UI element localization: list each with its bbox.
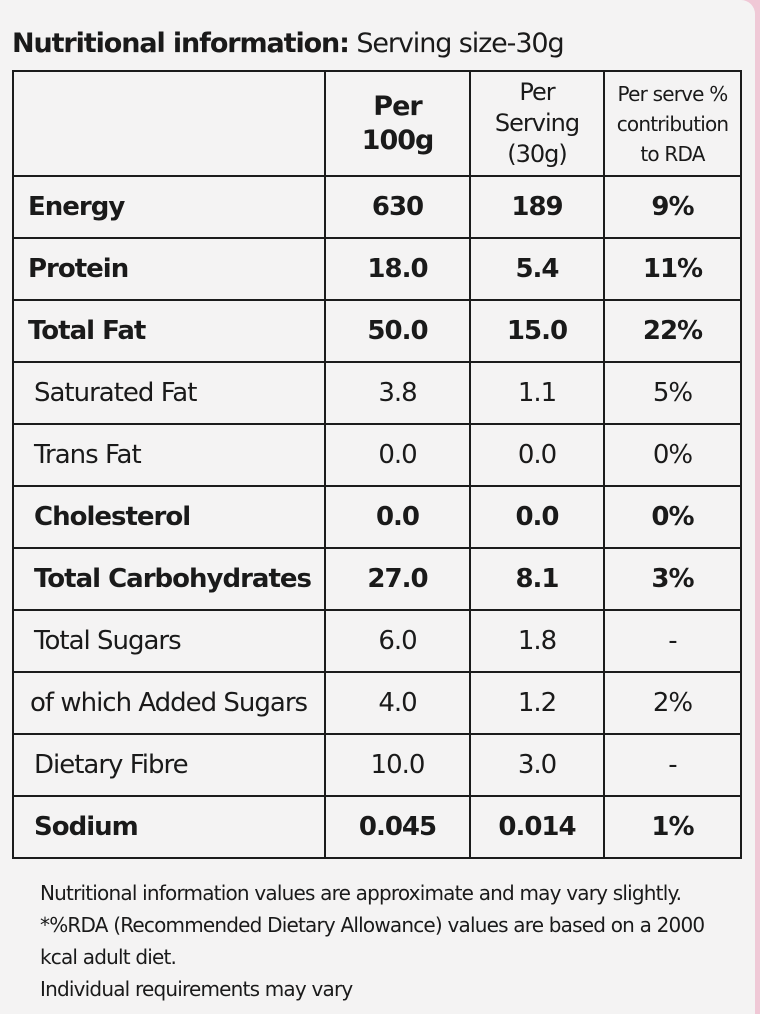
table-row: of which Added Sugars 4.0 1.2 2% xyxy=(12,671,742,735)
value-per-serving: 1.8 xyxy=(469,609,605,673)
label-notes: Nutritional information values are appro… xyxy=(12,877,740,1005)
table-row: Energy 630 189 9% xyxy=(12,175,742,239)
value-per-100g: 27.0 xyxy=(324,547,471,611)
table-row: Trans Fat 0.0 0.0 0% xyxy=(12,423,742,487)
value-per-100g: 630 xyxy=(324,175,471,239)
table-row: Protein 18.0 5.4 11% xyxy=(12,237,742,301)
nutrient-name: Total Carbohydrates xyxy=(12,547,326,611)
value-per-serving: 1.1 xyxy=(469,361,605,425)
header-nutrient xyxy=(12,70,326,177)
nutrition-table: Per 100g Per Serving (30g) Per serve % c… xyxy=(12,70,742,859)
value-per-100g: 0.0 xyxy=(324,485,471,549)
nutrient-name: Saturated Fat xyxy=(12,361,326,425)
value-per-serving: 3.0 xyxy=(469,733,605,797)
value-per-serving: 189 xyxy=(469,175,605,239)
nutrient-name: Dietary Fibre xyxy=(12,733,326,797)
value-per-serving: 1.2 xyxy=(469,671,605,735)
value-per-serving: 5.4 xyxy=(469,237,605,301)
value-per-100g: 3.8 xyxy=(324,361,471,425)
header-per-100g-line: 100g xyxy=(361,124,435,156)
value-per-serving: 0.0 xyxy=(469,423,605,487)
value-per-serving: 8.1 xyxy=(469,547,605,611)
header-rda: Per serve % contribution to RDA xyxy=(603,70,742,177)
note-rda-basis: *%RDA (Recommended Dietary Allowance) va… xyxy=(40,913,705,969)
nutrient-name: Sodium xyxy=(12,795,326,859)
table-row: Dietary Fibre 10.0 3.0 - xyxy=(12,733,742,797)
table-header-row: Per 100g Per Serving (30g) Per serve % c… xyxy=(12,70,742,177)
table-row: Cholesterol 0.0 0.0 0% xyxy=(12,485,742,549)
nutrient-name: of which Added Sugars xyxy=(12,671,326,735)
note-approximate: Nutritional information values are appro… xyxy=(40,881,682,905)
value-rda: 0% xyxy=(603,485,742,549)
value-per-100g: 6.0 xyxy=(324,609,471,673)
value-rda: 9% xyxy=(603,175,742,239)
value-rda: 5% xyxy=(603,361,742,425)
value-per-serving: 0.014 xyxy=(469,795,605,859)
heading-serving-size: Serving size-30g xyxy=(348,28,564,59)
nutrient-name: Total Sugars xyxy=(12,609,326,673)
header-rda-line: to RDA xyxy=(640,141,705,166)
table-row: Saturated Fat 3.8 1.1 5% xyxy=(12,361,742,425)
label-heading: Nutritional information: Serving size-30… xyxy=(12,24,755,64)
nutrient-name: Energy xyxy=(12,175,326,239)
header-per-100g-line: Per xyxy=(373,90,422,122)
value-per-100g: 0.045 xyxy=(324,795,471,859)
value-per-100g: 18.0 xyxy=(324,237,471,301)
value-rda: 1% xyxy=(603,795,742,859)
nutrient-name: Protein xyxy=(12,237,326,301)
value-rda: 3% xyxy=(603,547,742,611)
value-per-100g: 50.0 xyxy=(324,299,471,363)
table-row: Total Carbohydrates 27.0 8.1 3% xyxy=(12,547,742,611)
header-per-serving-line: Per xyxy=(519,78,555,106)
value-rda: 22% xyxy=(603,299,742,363)
value-per-serving: 0.0 xyxy=(469,485,605,549)
value-rda: - xyxy=(603,609,742,673)
value-per-100g: 10.0 xyxy=(324,733,471,797)
value-rda: 0% xyxy=(603,423,742,487)
nutrient-name: Trans Fat xyxy=(12,423,326,487)
header-per-serving: Per Serving (30g) xyxy=(469,70,605,177)
nutrient-name: Total Fat xyxy=(12,299,326,363)
table-row: Sodium 0.045 0.014 1% xyxy=(12,795,742,859)
note-individual: Individual requirements may vary xyxy=(40,977,353,1001)
header-rda-line: Per serve % xyxy=(617,81,729,106)
nutrient-name: Cholesterol xyxy=(12,485,326,549)
heading-title: Nutritional information: xyxy=(12,28,350,59)
header-rda-line: contribution xyxy=(616,111,729,136)
value-rda: 11% xyxy=(603,237,742,301)
table-row: Total Sugars 6.0 1.8 - xyxy=(12,609,742,673)
value-per-100g: 4.0 xyxy=(324,671,471,735)
header-per-serving-line: Serving xyxy=(494,109,580,137)
value-rda: 2% xyxy=(603,671,742,735)
header-per-serving-line: (30g) xyxy=(507,140,568,168)
value-per-100g: 0.0 xyxy=(324,423,471,487)
table-row: Total Fat 50.0 15.0 22% xyxy=(12,299,742,363)
value-per-serving: 15.0 xyxy=(469,299,605,363)
header-per-100g: Per 100g xyxy=(324,70,471,177)
value-rda: - xyxy=(603,733,742,797)
